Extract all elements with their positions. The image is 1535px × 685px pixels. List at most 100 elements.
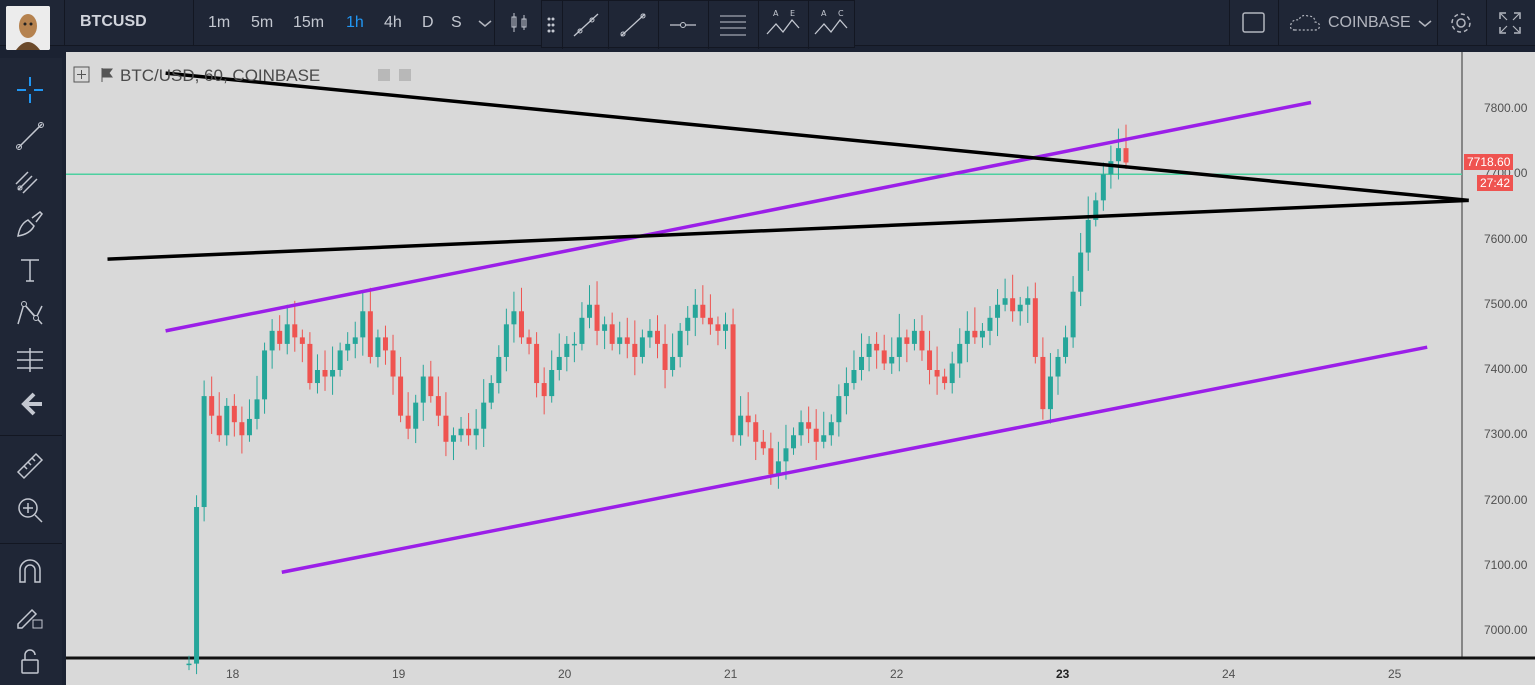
candle-body xyxy=(458,428,464,436)
gear-icon[interactable] xyxy=(1446,8,1476,38)
candle-body xyxy=(700,304,706,318)
pattern-ac-icon[interactable]: A C xyxy=(812,6,850,42)
trend-line-icon[interactable] xyxy=(617,10,649,40)
ruler-icon[interactable] xyxy=(14,450,46,482)
candle-body xyxy=(435,396,441,416)
horizontal-line-icon[interactable] xyxy=(667,10,699,40)
pitchfork-tool-icon[interactable] xyxy=(14,164,46,196)
square-layout-icon[interactable] xyxy=(1239,8,1269,38)
candle-body xyxy=(398,376,404,416)
candle-body xyxy=(768,448,774,475)
candle-body xyxy=(602,324,608,331)
lock-drawings-icon[interactable] xyxy=(14,600,46,632)
candle-body xyxy=(420,376,426,403)
legend-close-icon[interactable] xyxy=(399,69,411,81)
expand-legend-icon[interactable] xyxy=(73,66,91,84)
crosshair-icon[interactable] xyxy=(14,74,46,106)
chevron-down-icon[interactable] xyxy=(1410,8,1440,38)
symbol-search[interactable]: BTCUSD xyxy=(80,13,147,30)
candle-body xyxy=(1123,148,1129,163)
chart-canvas[interactable] xyxy=(66,52,1535,685)
text-tool-icon[interactable] xyxy=(14,254,46,286)
pattern-e-letter: E xyxy=(790,9,795,18)
candle-body xyxy=(186,663,192,666)
candle-body xyxy=(1040,356,1046,410)
trend-angle-icon[interactable] xyxy=(570,10,602,40)
chart-pane[interactable] xyxy=(66,52,1535,685)
candle-body xyxy=(707,317,713,325)
trend-line-tool-icon[interactable] xyxy=(14,120,46,152)
exchange-selector[interactable]: COINBASE xyxy=(1328,14,1411,31)
timeframe-1m[interactable]: 1m xyxy=(208,14,231,31)
candle-body xyxy=(292,324,298,338)
candle-body xyxy=(617,337,623,344)
candle-body xyxy=(299,337,305,344)
candle-body xyxy=(360,311,366,338)
candle-body xyxy=(624,337,630,344)
candle-body xyxy=(352,337,358,344)
candle-body xyxy=(927,350,933,370)
price-tick-label: 7300.00 xyxy=(1484,427,1528,442)
pattern-a-letter: A xyxy=(821,9,827,18)
candle-body xyxy=(609,324,615,344)
price-axis-panel xyxy=(1462,52,1535,658)
candle-body xyxy=(503,324,509,357)
candle-body xyxy=(526,337,532,344)
timeframe-15m[interactable]: 15m xyxy=(293,14,325,31)
pattern-a-letter: A xyxy=(773,9,779,18)
user-avatar[interactable] xyxy=(6,6,50,50)
flag-icon[interactable] xyxy=(100,67,114,83)
candle-body xyxy=(798,422,804,436)
time-tick-label: 21 xyxy=(724,667,738,681)
timeframe-4h[interactable]: 4h xyxy=(384,14,402,31)
price-tick-label: 7100.00 xyxy=(1484,557,1528,572)
candle-body xyxy=(473,428,479,436)
candle-body xyxy=(881,350,887,364)
candle-body xyxy=(579,317,585,344)
candle-body xyxy=(239,422,245,436)
candle-body xyxy=(534,343,540,384)
chevron-down-icon[interactable] xyxy=(470,8,500,38)
timeframe-s[interactable]: S xyxy=(451,14,462,31)
pattern-tool-icon[interactable] xyxy=(14,298,46,330)
legend-settings-icon[interactable] xyxy=(378,69,390,81)
zoom-in-icon[interactable] xyxy=(14,494,46,526)
candle-body xyxy=(639,337,645,357)
drag-handle-icon[interactable] xyxy=(546,16,556,34)
time-tick-label: 23 xyxy=(1056,667,1070,681)
candle-body xyxy=(269,330,275,351)
candle-body xyxy=(518,311,524,338)
candle-body xyxy=(1010,298,1016,312)
candle-body xyxy=(934,370,940,377)
candle-body xyxy=(866,343,872,357)
candle-body xyxy=(806,422,812,429)
trend-line xyxy=(165,71,1469,203)
timeframe-5m[interactable]: 5m xyxy=(251,14,274,31)
fullscreen-icon[interactable] xyxy=(1495,8,1525,38)
magnet-icon[interactable] xyxy=(14,556,46,588)
price-tick-label: 7500.00 xyxy=(1484,296,1528,311)
candlestick-chart-type-icon[interactable] xyxy=(504,8,534,38)
prediction-tool-icon[interactable] xyxy=(14,344,46,376)
candle-body xyxy=(405,415,411,429)
timeframe-1h[interactable]: 1h xyxy=(346,14,364,31)
pattern-c-letter: C xyxy=(838,9,844,18)
brush-tool-icon[interactable] xyxy=(14,208,46,240)
candle-body xyxy=(345,343,351,351)
candle-body xyxy=(1108,161,1114,175)
candle-body xyxy=(382,337,388,351)
candle-body xyxy=(874,343,880,351)
candle-body xyxy=(367,311,373,357)
pattern-ae-icon[interactable]: A E xyxy=(764,6,802,42)
cloud-icon[interactable] xyxy=(1287,8,1323,38)
candle-body xyxy=(330,370,336,377)
candle-body xyxy=(911,330,917,344)
candle-body xyxy=(995,304,1001,318)
left-toolbar xyxy=(0,58,62,685)
lock-icon[interactable] xyxy=(14,646,46,678)
arrow-left-icon[interactable] xyxy=(14,388,46,420)
candle-body xyxy=(942,376,948,384)
timeframe-d[interactable]: D xyxy=(422,14,434,31)
candle-body xyxy=(813,428,819,442)
fib-retracement-icon[interactable] xyxy=(717,10,749,40)
